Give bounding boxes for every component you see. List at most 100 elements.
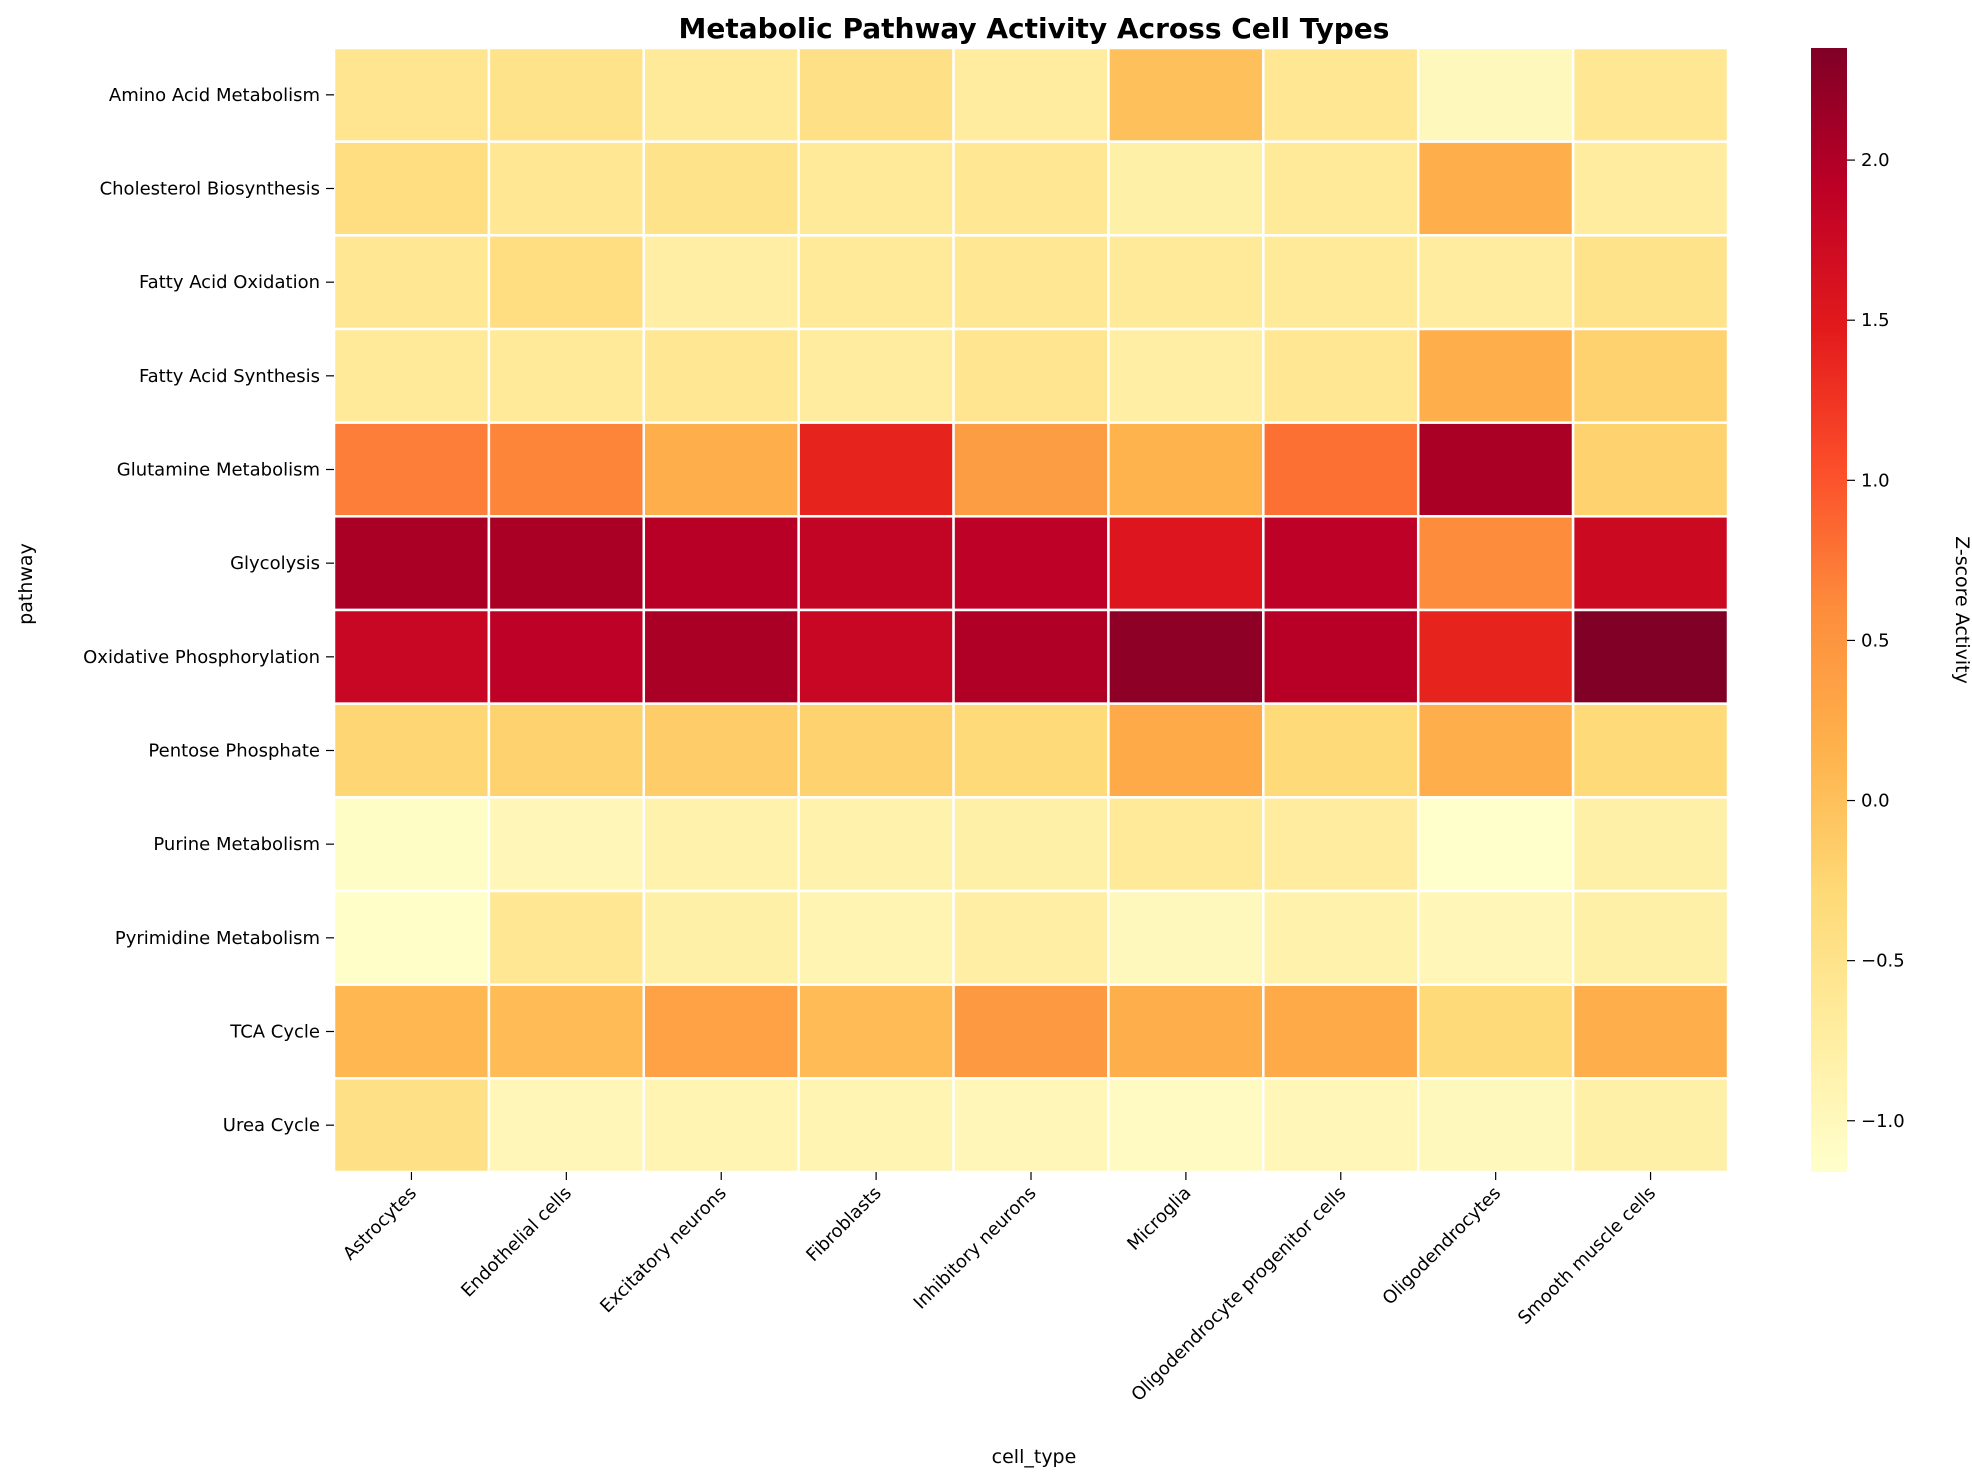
heatmap-cell: [952, 234, 1110, 331]
x-tick-label: Microglia: [1123, 1183, 1195, 1255]
heatmap-cell: [487, 889, 646, 986]
heatmap-cell: [487, 46, 646, 143]
heatmap-cell: [797, 702, 955, 799]
heatmap-cell: [1571, 421, 1730, 518]
x-tick-label: Fibroblasts: [802, 1183, 885, 1266]
colorbar-tick-label: 1.5: [1861, 310, 1890, 331]
heatmap-cell: [642, 327, 800, 424]
colorbar-tick-label: −0.5: [1861, 951, 1905, 972]
heatmap-cell: [487, 421, 646, 518]
x-tick-label: Astrocytes: [339, 1183, 421, 1265]
heatmap-cell: [332, 46, 491, 143]
chart-title: Metabolic Pathway Activity Across Cell T…: [679, 12, 1390, 45]
colorbar-tick-label: −1.0: [1861, 1111, 1905, 1132]
heatmap-cell: [1262, 608, 1420, 705]
heatmap-cell: [952, 608, 1110, 705]
heatmap-cell: [1571, 327, 1730, 424]
heatmap-cell: [1262, 140, 1420, 237]
x-tick-label: Inhibitory neurons: [910, 1183, 1041, 1314]
x-axis: Astrocytes Endothelial cells Excitatory ne…: [339, 1172, 1660, 1406]
heatmap-cell: [1571, 1077, 1730, 1174]
heatmap-cell: [1416, 421, 1575, 518]
heatmap-cell: [1107, 1077, 1265, 1174]
heatmap-cell: [797, 608, 955, 705]
heatmap-cell: [797, 889, 955, 986]
heatmap-cell: [1262, 983, 1420, 1080]
heatmap-cell: [1571, 46, 1730, 143]
heatmap-cell: [1107, 608, 1265, 705]
heatmap-cell: [797, 515, 955, 612]
heatmap-cell: [1107, 515, 1265, 612]
heatmap-cell: [797, 983, 955, 1080]
y-tick-label: Cholesterol Biosynthesis: [100, 179, 320, 200]
y-tick-label: Amino Acid Metabolism: [109, 85, 320, 106]
colorbar: [1811, 48, 1847, 1172]
heatmap-cell: [1107, 796, 1265, 893]
y-tick-label: TCA Cycle: [229, 1022, 320, 1043]
heatmap-cell: [952, 702, 1110, 799]
heatmap-cell: [487, 608, 646, 705]
heatmap-cell: [1416, 889, 1575, 986]
x-tick-label: Oligodendrocytes: [1379, 1183, 1506, 1310]
heatmap-cell: [1416, 702, 1575, 799]
heatmap-cell: [1107, 889, 1265, 986]
heatmap-cell: [1416, 46, 1575, 143]
y-axis-label: pathway: [15, 543, 37, 625]
heatmap-cell: [1416, 1077, 1575, 1174]
heatmap-cell: [1262, 327, 1420, 424]
heatmap-cell: [1571, 796, 1730, 893]
heatmap-cell: [797, 327, 955, 424]
heatmap-cell: [1262, 1077, 1420, 1174]
heatmap-cell: [1262, 46, 1420, 143]
heatmap-cell: [1107, 983, 1265, 1080]
heatmap-cell: [642, 515, 800, 612]
heatmap-cell: [1571, 140, 1730, 237]
heatmap-cell: [952, 46, 1110, 143]
x-tick-label: Smooth muscle cells: [1514, 1183, 1660, 1329]
heatmap-cell: [487, 140, 646, 237]
y-tick-label: Oxidative Phosphorylation: [83, 647, 320, 668]
y-tick-label: Urea Cycle: [223, 1115, 320, 1136]
heatmap-cell: [1262, 515, 1420, 612]
x-tick-label: Excitatory neurons: [596, 1183, 731, 1318]
heatmap-cell: [487, 234, 646, 331]
x-tick-label: Endothelial cells: [457, 1183, 576, 1302]
heatmap-cell: [642, 421, 800, 518]
heatmap-cell: [1262, 702, 1420, 799]
heatmap-cell: [642, 140, 800, 237]
heatmap-cell: [952, 421, 1110, 518]
heatmap-cell: [332, 421, 491, 518]
heatmap-cell: [1262, 796, 1420, 893]
heatmap-cell: [1571, 608, 1730, 705]
heatmap-cell: [642, 983, 800, 1080]
heatmap-cell: [642, 796, 800, 893]
heatmap-cell: [642, 608, 800, 705]
heatmap-cell: [797, 421, 955, 518]
heatmap-cell: [332, 889, 491, 986]
heatmap-cell: [332, 1077, 491, 1174]
heatmap-cell: [487, 327, 646, 424]
heatmap-cell: [1571, 983, 1730, 1080]
colorbar-ticks: −1.0 −0.5 0.0 0.5 1.0 1.5 2.0: [1847, 150, 1905, 1132]
y-tick-label: Glutamine Metabolism: [117, 460, 320, 481]
heatmap-cell: [1571, 889, 1730, 986]
y-tick-label: Fatty Acid Oxidation: [139, 272, 320, 293]
heatmap-cell: [952, 796, 1110, 893]
heatmap-cell: [797, 1077, 955, 1174]
heatmap-cell: [487, 515, 646, 612]
heatmap-cell: [1107, 140, 1265, 237]
heatmap-cell: [1262, 234, 1420, 331]
heatmap-cell: [332, 327, 491, 424]
heatmap-cell: [487, 702, 646, 799]
heatmap-cell: [332, 140, 491, 237]
heatmap-cell: [797, 234, 955, 331]
heatmap-cell: [642, 1077, 800, 1174]
heatmap-cell: [1416, 983, 1575, 1080]
y-tick-label: Pentose Phosphate: [148, 741, 320, 762]
heatmap-cell: [487, 796, 646, 893]
heatmap-cell: [1416, 515, 1575, 612]
colorbar-tick-label: 1.0: [1861, 470, 1890, 491]
heatmap-cell: [1416, 327, 1575, 424]
heatmap-cell: [1416, 234, 1575, 331]
